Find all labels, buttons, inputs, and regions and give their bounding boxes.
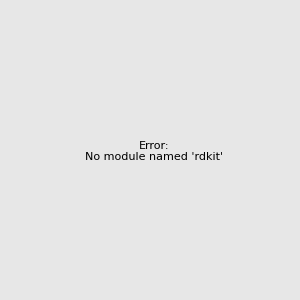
Text: Error:
No module named 'rdkit': Error: No module named 'rdkit' xyxy=(85,141,223,162)
